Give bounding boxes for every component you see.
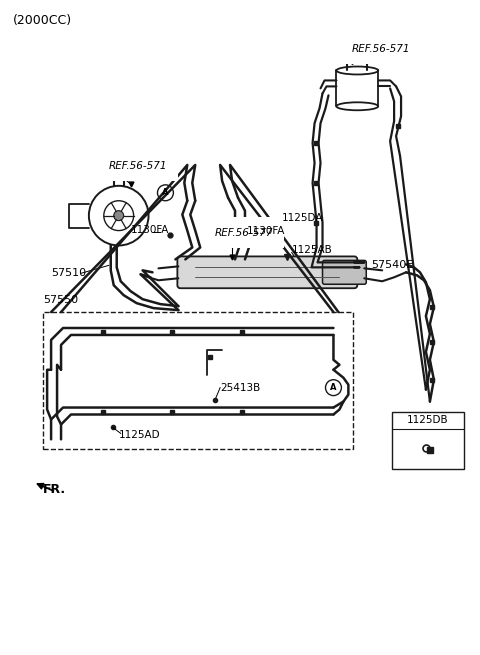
Text: 25413B: 25413B	[220, 383, 260, 392]
Text: 57550: 57550	[43, 295, 78, 305]
Text: FR.: FR.	[43, 483, 66, 496]
Text: 1130FA: 1130FA	[247, 225, 285, 236]
Text: 1125DA: 1125DA	[282, 213, 323, 223]
FancyBboxPatch shape	[323, 261, 366, 284]
Text: REF.56-571: REF.56-571	[351, 44, 410, 54]
FancyBboxPatch shape	[178, 256, 357, 288]
Text: REF.56-577: REF.56-577	[215, 227, 274, 238]
Bar	[392, 411, 464, 469]
Text: 1130FA: 1130FA	[131, 225, 169, 234]
Text: REF.56-571: REF.56-571	[109, 161, 167, 171]
Text: A: A	[162, 188, 168, 197]
Text: (2000CC): (2000CC)	[13, 14, 72, 27]
Text: 57540E: 57540E	[371, 260, 413, 271]
Circle shape	[114, 211, 124, 221]
Bar	[43, 312, 353, 449]
Text: A: A	[330, 383, 336, 392]
Text: 1125DB: 1125DB	[407, 415, 449, 426]
Text: 1125AB: 1125AB	[292, 246, 333, 255]
Text: 1125AD: 1125AD	[119, 430, 160, 440]
Text: 57510: 57510	[51, 269, 86, 278]
